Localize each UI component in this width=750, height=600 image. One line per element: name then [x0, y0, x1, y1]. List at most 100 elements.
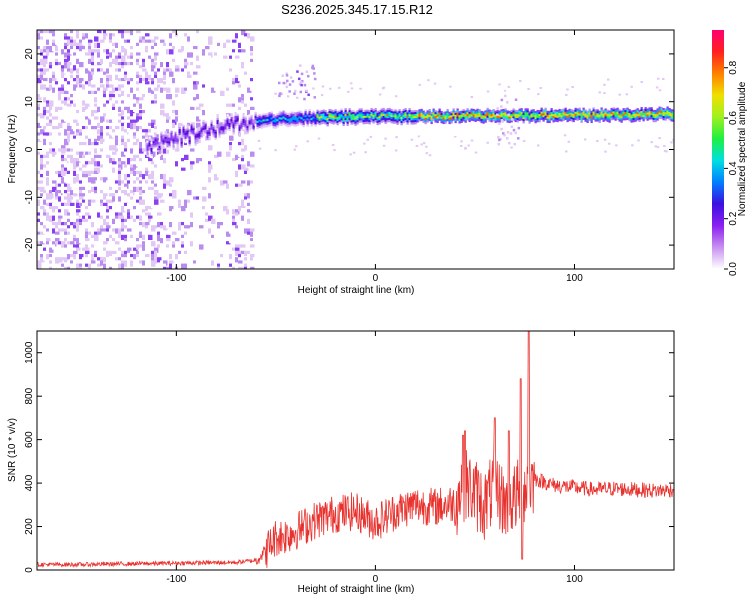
spectrogram-cell — [193, 68, 198, 72]
spectrogram-cell — [232, 241, 237, 245]
spectrogram-cell — [58, 103, 61, 107]
spectrogram-cell — [456, 110, 459, 113]
spectrogram-cell — [196, 30, 199, 34]
spectrogram-cell — [291, 80, 295, 83]
spectrogram-cell — [190, 62, 193, 66]
spectrogram-cell — [79, 186, 82, 190]
spectrogram-cell — [378, 112, 381, 115]
spectrogram-cell — [184, 250, 187, 254]
spectrogram-cell — [67, 151, 72, 157]
spectrogram-cell — [76, 167, 79, 173]
spectrogram-cell — [232, 174, 235, 180]
spectrogram-cell — [187, 161, 190, 167]
spectrogram-cell — [354, 121, 357, 124]
spectrogram-cell — [181, 46, 184, 52]
spectrogram-cell — [378, 93, 382, 96]
spectrogram-cell — [220, 65, 225, 71]
spectrogram-cell — [242, 114, 245, 118]
spectrogram-cell — [121, 135, 124, 141]
spectrogram-cell — [166, 116, 171, 120]
spectrogram-cell — [498, 118, 501, 121]
spectrogram-cell — [606, 115, 609, 118]
spectrogram-cell — [604, 118, 607, 121]
spectrogram-cell — [312, 87, 315, 90]
spectrogram-cell — [103, 193, 108, 197]
spectrogram-cell — [112, 231, 115, 237]
spectrogram-cell — [606, 111, 609, 114]
spectrogram-cell — [554, 119, 557, 122]
spectrogram-cell — [254, 109, 257, 113]
spectrogram-cell — [100, 202, 105, 206]
spectrogram-cell — [193, 84, 198, 90]
spectrogram-cell — [235, 257, 238, 263]
spectrogram-cell — [274, 120, 277, 123]
spectrogram-cell — [622, 118, 625, 121]
spectrogram-cell — [142, 244, 145, 250]
spectrogram-cell — [85, 138, 88, 142]
spectrogram-cell — [40, 154, 45, 160]
spectrogram-cell — [187, 241, 192, 247]
spectrogram-cell — [524, 118, 527, 121]
spectrogram-cell — [58, 241, 61, 245]
spectrogram-cell — [656, 108, 659, 111]
spectrogram-cell — [118, 177, 123, 183]
spectrogram-cell — [232, 202, 237, 208]
spectrogram-cell — [49, 36, 52, 40]
spectrogram-cell — [133, 142, 138, 146]
spectrogram-cell — [324, 120, 327, 123]
spectrogram-cell — [616, 109, 619, 113]
spectrogram-cell — [55, 222, 58, 226]
spectrogram-cell — [514, 111, 517, 115]
spectrogram-cell — [250, 126, 253, 129]
spectrogram-cell — [212, 125, 215, 128]
spectrogram-cell — [376, 110, 379, 114]
spectrogram-cell — [542, 119, 545, 122]
spectrogram-cell — [160, 139, 163, 142]
spectrogram-cell — [214, 131, 217, 135]
spectrogram-cell — [376, 139, 379, 142]
spectrogram-cell — [507, 85, 511, 88]
spectrogram-cell — [332, 118, 335, 121]
spectrogram-cell — [106, 206, 111, 212]
spectrogram-cell — [52, 87, 55, 93]
spectrogram-cell — [252, 127, 255, 130]
spectrogram-cell — [644, 117, 647, 120]
colorbar-tick-label: 0.8 — [728, 60, 739, 74]
spectrogram-cell — [112, 260, 117, 264]
spectrogram-cell — [88, 42, 91, 48]
spectrogram-cell — [55, 266, 58, 269]
spectrogram-cell — [61, 71, 66, 75]
spectrogram-cell — [145, 254, 150, 258]
spectrogram-cell — [175, 71, 180, 75]
spectrogram-cell — [145, 180, 150, 184]
spectrogram-cell — [151, 260, 156, 264]
spectrogram-cell — [520, 116, 523, 119]
spectrogram-cell — [576, 118, 579, 121]
spectrogram-cell — [37, 78, 42, 84]
spectrogram-cell — [130, 145, 135, 149]
spectrogram-cell — [64, 218, 67, 224]
spectrogram-cell — [70, 135, 75, 139]
spectrogram-cell — [362, 114, 365, 117]
spectrogram-cell — [91, 158, 96, 164]
spectrogram-cell — [148, 97, 153, 103]
spectrogram-cell — [250, 81, 255, 85]
spectrogram-cell — [118, 228, 123, 234]
spectrogram-cell — [262, 117, 265, 120]
spectrogram-cell — [61, 87, 66, 93]
spectrogram-cell — [152, 145, 155, 148]
spectrogram-cell — [530, 119, 533, 122]
spectrogram-cell — [97, 145, 100, 151]
spectrogram-cell — [109, 135, 114, 139]
spectrogram-cell — [115, 81, 118, 85]
spectrogram-cell — [250, 238, 253, 242]
spectrogram-cell — [298, 122, 301, 125]
spectrogram-cell — [145, 58, 150, 62]
spectrogram-cell — [244, 145, 247, 151]
spectrogram-cell — [238, 164, 241, 170]
spectrogram-cell — [274, 85, 277, 88]
spectrogram-cell — [97, 49, 102, 55]
spectrogram-cell — [88, 190, 91, 194]
spectrogram-cell — [61, 49, 64, 55]
spectrogram-cell — [538, 118, 541, 121]
